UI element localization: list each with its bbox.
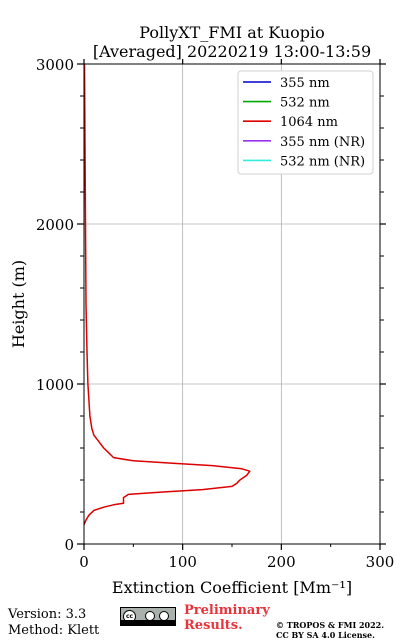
method-label: Method: Klett: [8, 623, 100, 638]
legend-entry: 532 nm (NR): [280, 154, 365, 169]
x-axis-label: Extinction Coefficient [Mm⁻¹]: [112, 578, 352, 597]
y-tick-label: 1000: [36, 376, 74, 394]
y-tick-label: 3000: [36, 56, 74, 74]
chart-title-line-1: PollyXT_FMI at Kuopio: [139, 23, 325, 42]
legend: 355 nm 532 nm 1064 nm 355 nm (NR) 532 nm (NR…: [237, 70, 374, 175]
legend-entry: 355 nm (NR): [280, 135, 365, 150]
version-label: Version: 3.3: [8, 607, 87, 622]
preliminary-line-2: Results.: [184, 618, 243, 633]
x-tick-label: 0: [79, 553, 89, 571]
preliminary-results-note: Preliminary Results.: [184, 603, 270, 633]
copyright-note: © TROPOS & FMI 2022. CC BY SA 4.0 Licens…: [276, 620, 384, 640]
legend-entry: 532 nm: [280, 96, 330, 111]
y-tick-label: 0: [64, 536, 74, 554]
cc-icon: cc: [123, 610, 136, 623]
x-tick-label: 300: [366, 553, 395, 571]
cc-license-badge: cc: [120, 607, 176, 626]
y-axis-label: Height (m): [9, 260, 28, 348]
chart-title-line-2: [Averaged] 20220219 13:00-13:59: [93, 42, 371, 61]
x-tick-label: 100: [168, 553, 197, 571]
series-line-1064-nm: [83, 63, 251, 526]
copyright-line-1: © TROPOS & FMI 2022.: [276, 620, 385, 630]
series-lines: [83, 63, 251, 526]
copyright-line-2: CC BY SA 4.0 License.: [276, 630, 375, 640]
minor-ticks: [80, 95, 384, 547]
legend-entry: 355 nm: [280, 76, 330, 91]
x-tick-label: 200: [267, 553, 296, 571]
preliminary-line-1: Preliminary: [184, 603, 270, 618]
legend-box: [237, 70, 374, 175]
plot-frame: [83, 63, 381, 545]
legend-entry: 1064 nm: [280, 115, 338, 130]
y-tick-label: 2000: [36, 216, 74, 234]
